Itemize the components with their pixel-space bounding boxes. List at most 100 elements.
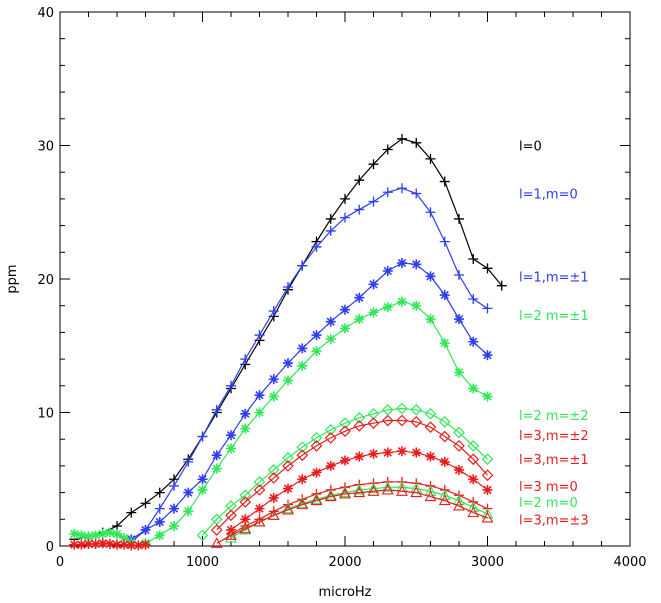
data-point bbox=[468, 336, 479, 347]
data-point bbox=[240, 408, 251, 419]
data-point bbox=[253, 515, 266, 527]
series-line bbox=[216, 419, 488, 531]
data-point bbox=[297, 343, 308, 354]
data-point bbox=[424, 490, 437, 502]
data-point bbox=[454, 269, 464, 280]
data-point bbox=[310, 494, 323, 506]
data-point bbox=[225, 509, 237, 522]
data-point bbox=[83, 538, 94, 549]
data-point bbox=[197, 474, 208, 485]
data-point bbox=[126, 507, 137, 518]
data-point bbox=[282, 503, 294, 515]
y-tick-label: 30 bbox=[37, 140, 54, 155]
data-point bbox=[283, 358, 293, 369]
data-point bbox=[311, 330, 322, 341]
y-tick-label: 10 bbox=[37, 407, 54, 422]
data-point bbox=[254, 503, 265, 514]
data-point bbox=[425, 153, 436, 164]
data-point bbox=[340, 212, 350, 223]
data-point bbox=[439, 456, 450, 467]
data-point bbox=[324, 432, 337, 444]
data-point bbox=[268, 374, 279, 385]
data-point bbox=[381, 483, 394, 495]
x-tick-label: 2000 bbox=[328, 555, 361, 570]
data-point bbox=[133, 540, 144, 551]
data-point bbox=[210, 537, 223, 548]
data-point bbox=[368, 307, 379, 318]
data-point bbox=[240, 423, 251, 434]
data-point bbox=[381, 414, 394, 427]
data-point bbox=[239, 489, 252, 502]
data-point bbox=[339, 486, 351, 498]
data-point bbox=[268, 492, 279, 503]
data-point bbox=[169, 503, 179, 514]
data-point bbox=[339, 487, 351, 499]
data-point bbox=[467, 506, 480, 518]
data-point bbox=[76, 530, 87, 541]
data-point bbox=[496, 280, 507, 291]
y-axis-label: ppm bbox=[5, 264, 20, 293]
data-point bbox=[354, 451, 365, 462]
x-tick-label: 3000 bbox=[471, 555, 504, 570]
legend-label: l=3,m=±1 bbox=[519, 453, 589, 468]
data-point bbox=[268, 391, 279, 402]
data-point bbox=[353, 420, 366, 432]
data-point bbox=[324, 489, 337, 500]
data-point bbox=[76, 539, 87, 550]
data-point bbox=[396, 485, 408, 496]
data-point bbox=[311, 346, 322, 357]
data-point bbox=[382, 187, 393, 198]
legend-label: l=2 m=0 bbox=[519, 496, 578, 511]
data-point bbox=[253, 484, 266, 496]
data-point bbox=[454, 213, 464, 224]
data-point bbox=[397, 183, 407, 194]
series-l-3-m-1 bbox=[226, 446, 493, 535]
data-point bbox=[397, 296, 407, 307]
data-point bbox=[410, 486, 423, 498]
series-l-1-m-1 bbox=[126, 257, 493, 545]
data-point bbox=[225, 529, 237, 540]
data-point bbox=[482, 303, 493, 314]
data-point bbox=[325, 460, 336, 471]
data-point bbox=[112, 528, 122, 539]
data-point bbox=[310, 440, 323, 452]
data-point bbox=[254, 390, 265, 401]
data-point bbox=[97, 538, 108, 549]
data-point bbox=[325, 316, 336, 327]
data-point bbox=[140, 498, 151, 509]
data-point bbox=[226, 380, 236, 391]
data-point bbox=[354, 314, 365, 325]
data-point bbox=[354, 204, 365, 215]
series-unnamed-11 bbox=[69, 538, 151, 551]
data-point bbox=[69, 528, 80, 539]
x-axis-label: microHz bbox=[318, 585, 371, 600]
data-point bbox=[183, 506, 194, 517]
data-point bbox=[119, 532, 130, 543]
data-point bbox=[154, 487, 165, 498]
data-point bbox=[468, 294, 479, 305]
data-point bbox=[240, 514, 251, 525]
data-point bbox=[424, 407, 437, 420]
data-point bbox=[282, 502, 294, 514]
series-l-2-m-2 bbox=[196, 402, 494, 542]
axis-ticks: 0 1000 2000 3000 4000 0 10 20 30 40 bbox=[37, 6, 646, 570]
data-point bbox=[226, 430, 236, 441]
legend-label: l=3,m=±2 bbox=[519, 429, 589, 444]
data-point bbox=[196, 529, 209, 542]
data-point bbox=[339, 425, 351, 438]
data-point bbox=[296, 441, 309, 454]
data-point bbox=[410, 403, 423, 416]
data-point bbox=[454, 314, 464, 325]
data-point bbox=[382, 447, 393, 458]
data-point bbox=[254, 330, 265, 341]
series-l-0 bbox=[69, 133, 507, 545]
data-point bbox=[183, 487, 194, 498]
data-point bbox=[467, 440, 480, 452]
data-point bbox=[468, 383, 479, 394]
data-point bbox=[397, 133, 407, 144]
data-point bbox=[368, 279, 379, 290]
data-point bbox=[340, 323, 350, 334]
y-tick-label: 40 bbox=[37, 6, 54, 21]
data-point bbox=[140, 539, 151, 550]
data-point bbox=[482, 391, 493, 402]
